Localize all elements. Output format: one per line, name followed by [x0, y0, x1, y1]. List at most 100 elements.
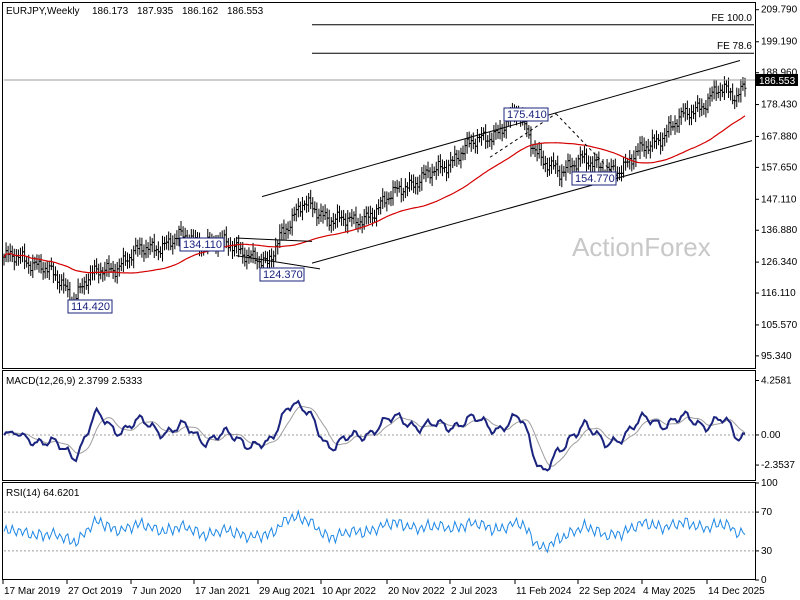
price-bar: [494, 122, 498, 140]
price-bar: [381, 188, 385, 209]
x-tick-label: 10 Apr 2022: [322, 586, 376, 597]
price-bar: [712, 79, 716, 100]
price-bar: [638, 136, 642, 160]
price-bar: [140, 237, 144, 258]
price-bar: [405, 182, 409, 197]
pivot-dash-line: [489, 113, 557, 158]
price-bar: [230, 240, 234, 259]
price-bar: [632, 150, 636, 170]
watermark: ActionForex: [572, 232, 711, 262]
price-bar: [105, 258, 109, 277]
price-bar: [21, 246, 25, 263]
price-bar: [86, 273, 90, 294]
price-bar: [465, 132, 469, 154]
price-bar: [80, 278, 84, 294]
price-bar: [560, 164, 564, 188]
price-bar: [718, 82, 722, 101]
price-bar: [14, 249, 18, 266]
price-bar: [659, 132, 663, 155]
price-bar: [694, 101, 698, 123]
price-bar: [169, 232, 173, 251]
price-bar: [576, 154, 580, 174]
price-bar: [375, 204, 379, 227]
price-bar: [62, 272, 66, 294]
price-bar: [132, 245, 136, 269]
price-bar: [300, 197, 304, 221]
price-bar: [298, 201, 302, 217]
x-tick-label: 20 Nov 2022: [388, 586, 445, 597]
pivot-dash-line: [555, 113, 617, 177]
price-bar: [704, 100, 708, 118]
macd-signal-line: [3, 405, 746, 467]
price-bar: [397, 181, 401, 193]
price-overlays: FE 100.0 FE 78.6 186.553 114.420 134.110 124.…: [4, 13, 798, 314]
price-bar: [585, 148, 589, 172]
price-bar: [420, 167, 424, 191]
price-bar: [685, 100, 689, 120]
price-axis-group: 209.790 199.190 188.960 178.430 167.880 157.6…: [755, 5, 798, 362]
price-bar: [247, 247, 251, 264]
price-bar: [654, 130, 658, 150]
price-bar: [453, 145, 457, 167]
price-bar: [547, 157, 551, 176]
price-bar: [167, 231, 171, 251]
price-bar: [471, 132, 475, 150]
price-bar: [319, 203, 323, 223]
price-bar: [66, 279, 70, 298]
price-bar: [447, 159, 451, 179]
ohlc-close: 186.553: [227, 6, 264, 17]
price-bar: [737, 88, 741, 103]
rsi-tick-label: 30: [761, 546, 773, 557]
price-bar: [294, 203, 298, 222]
price-bar: [144, 239, 148, 259]
price-bar: [687, 108, 691, 126]
price-bar: [321, 205, 325, 224]
price-bar: [438, 154, 442, 174]
price-bar: [496, 124, 500, 139]
price-bar: [307, 192, 311, 213]
price-bar: [338, 205, 342, 223]
price-bar: [333, 213, 337, 229]
price-pane-border: [2, 2, 756, 369]
price-bar: [309, 189, 313, 210]
price-bar: [589, 156, 593, 175]
price-bar: [25, 256, 29, 268]
price-bar: [480, 126, 484, 146]
price-bar: [529, 126, 533, 157]
price-bar: [272, 250, 276, 268]
price-bar: [554, 160, 558, 174]
price-bar: [422, 164, 426, 180]
price-bar: [280, 223, 284, 241]
price-bar: [103, 261, 107, 281]
price-bar: [681, 103, 685, 118]
price-bar: [486, 135, 490, 149]
price-bar: [634, 145, 638, 168]
moving-average-line: [3, 115, 746, 274]
price-bar: [173, 233, 177, 250]
price-bar: [296, 198, 300, 218]
price-bar: [568, 154, 572, 175]
price-bar: [325, 208, 329, 227]
price-bar: [113, 263, 117, 283]
fe-level-label: FE 78.6: [717, 41, 752, 52]
price-bar: [251, 242, 255, 264]
price-bar: [587, 155, 591, 170]
price-tick-label: 188.960: [761, 68, 798, 79]
channel-upper-line: [261, 59, 741, 198]
rsi-title: RSI(14) 64.6201: [6, 488, 80, 499]
price-bar: [49, 257, 53, 271]
price-bar: [646, 138, 650, 155]
price-bar: [591, 156, 595, 173]
price-bar: [60, 274, 64, 291]
price-bar: [179, 220, 183, 236]
x-tick-label: 17 Mar 2019: [4, 586, 61, 597]
rsi-tick-label: 100: [761, 478, 778, 489]
price-bar: [29, 261, 33, 276]
price-bar: [385, 191, 389, 212]
price-bar: [290, 208, 294, 236]
price-bar: [492, 125, 496, 146]
price-bar: [727, 77, 731, 98]
pivot-label: 134.110: [179, 237, 225, 252]
last-price-label: 186.553: [759, 76, 796, 87]
